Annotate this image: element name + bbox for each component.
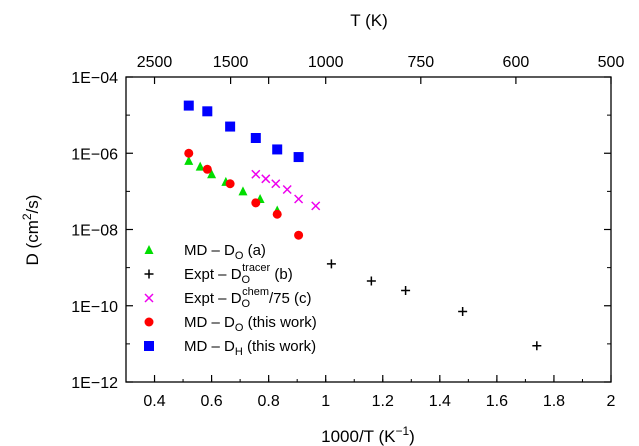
data-point-circle	[251, 198, 261, 208]
top-tick-label: 1000	[308, 54, 344, 71]
x-tick-label: 0.6	[200, 393, 222, 410]
x-tick-label: 1.4	[429, 393, 451, 410]
data-point-square	[183, 100, 194, 111]
plot-frame	[125, 76, 612, 383]
data-point-cross	[271, 179, 281, 189]
data-point-circle	[202, 164, 212, 174]
data-point-square	[225, 121, 236, 132]
legend-label: MD – DO (a)	[184, 242, 266, 262]
data-point-cross	[282, 184, 292, 194]
data-point-plus	[532, 341, 542, 351]
x-tick-label: 1.8	[543, 393, 565, 410]
top-axis-label: T (K)	[350, 11, 387, 30]
data-point-plus	[326, 259, 336, 269]
x-tick-label: 1.2	[372, 393, 394, 410]
legend-marker-cross	[144, 293, 154, 303]
data-point-triangle	[207, 169, 217, 179]
data-point-circle	[225, 179, 235, 189]
data-point-cross	[251, 169, 261, 179]
top-tick-label: 600	[503, 54, 530, 71]
data-points	[183, 100, 542, 351]
data-point-cross	[261, 174, 271, 184]
data-point-triangle	[184, 155, 194, 165]
y-tick-label: 1E−06	[71, 146, 118, 163]
data-point-circle	[294, 230, 304, 240]
legend-marker-square	[144, 341, 154, 351]
data-point-cross	[294, 194, 304, 204]
data-point-square	[272, 144, 283, 155]
legend-marker-plus	[144, 269, 154, 279]
data-point-triangle	[238, 186, 248, 196]
legend-marker-triangle	[144, 245, 154, 254]
legend-marker-circle	[144, 317, 154, 327]
legend-label: Expt – DOchem/75 (c)	[184, 286, 312, 310]
y-tick-label: 1E−12	[71, 375, 118, 392]
legend-label: MD – DO (this work)	[184, 314, 317, 334]
y-axis-label: D (cm2/s)	[20, 195, 42, 266]
data-point-circle	[272, 209, 282, 219]
data-point-plus	[401, 286, 411, 295]
top-tick-label: 2500	[137, 54, 173, 71]
y-tick-label: 1E−04	[71, 70, 118, 87]
y-tick-label: 1E−08	[71, 223, 118, 240]
x-axis-label: 1000/T (K−1)	[321, 424, 415, 446]
legend-label: MD – DH (this work)	[184, 338, 316, 358]
x-tick-label: 2	[607, 393, 616, 410]
axis-ticks: 0.4 0.6 0.8 1 1.2 1.4 1.6 1.8 2 1E−04 1E−06 1E−08 1E…	[71, 54, 624, 410]
data-point-triangle	[195, 161, 205, 171]
legend: MD – DO (a)Expt – DOtracer (b)Expt – DOc…	[144, 242, 317, 358]
data-point-plus	[458, 306, 468, 316]
top-tick-label: 1500	[213, 54, 249, 71]
x-tick-label: 1.6	[486, 393, 508, 410]
x-tick-label: 1	[321, 393, 330, 410]
data-point-cross	[311, 201, 321, 211]
top-tick-label: 750	[407, 54, 434, 71]
legend-label: Expt – DOtracer (b)	[184, 262, 293, 286]
top-tick-label: 500	[598, 54, 625, 71]
data-point-square	[202, 106, 213, 117]
data-point-square	[293, 152, 304, 163]
x-tick-label: 0.4	[143, 393, 165, 410]
data-point-square	[250, 133, 261, 143]
data-point-circle	[184, 148, 194, 158]
data-point-plus	[366, 276, 376, 286]
x-tick-label: 0.8	[258, 393, 280, 410]
y-tick-label: 1E−10	[71, 299, 118, 316]
